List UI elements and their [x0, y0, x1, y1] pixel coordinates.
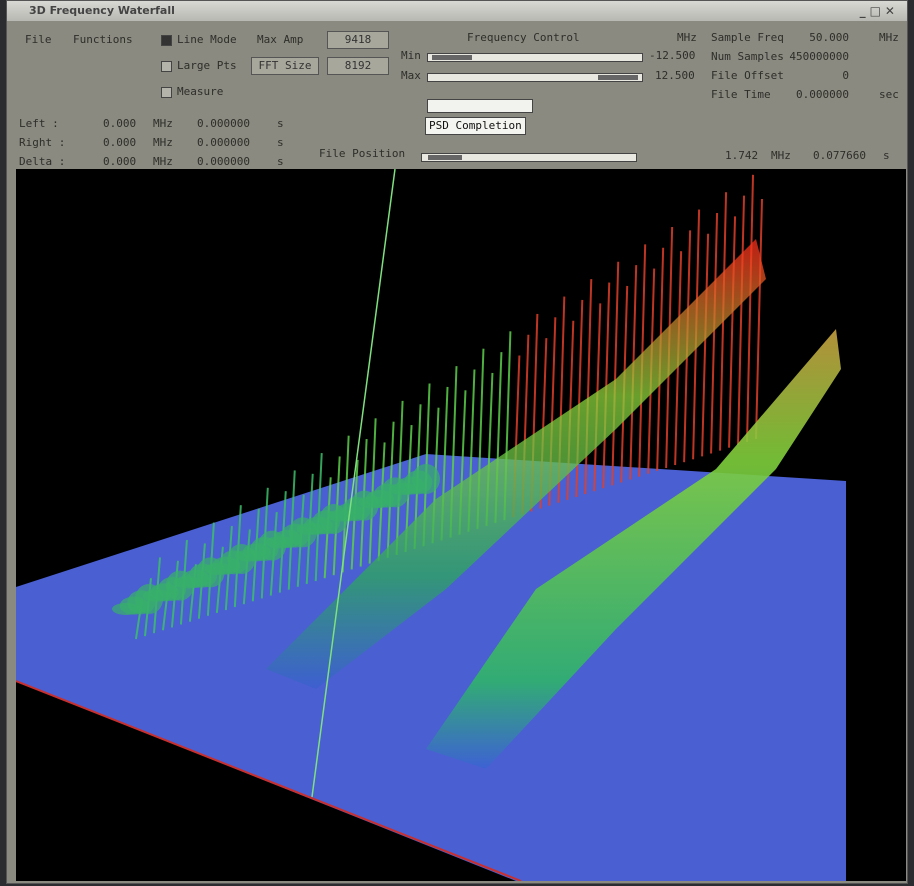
marker-time-unit: s	[277, 117, 284, 131]
waterfall-view[interactable]	[16, 169, 906, 881]
window-buttons[interactable]: _□✕	[860, 1, 899, 21]
info-value: 0.000000	[779, 88, 849, 102]
fft-size-field[interactable]: 8192	[327, 57, 389, 75]
min-slider[interactable]	[427, 53, 643, 62]
max-value: 12.500	[655, 69, 695, 83]
title-bar: 3D Frequency Waterfall _□✕	[7, 1, 907, 21]
marker-time: 0.000000	[197, 155, 250, 169]
info-label: File Offset	[711, 69, 784, 83]
unit-label: MHz	[677, 31, 697, 45]
window: 3D Frequency Waterfall _□✕ File Function…	[6, 0, 908, 884]
checkbox[interactable]	[161, 87, 172, 98]
min-value: -12.500	[649, 49, 695, 63]
page: 3D Frequency Waterfall _□✕ File Function…	[0, 0, 914, 886]
max-slider[interactable]	[427, 73, 643, 82]
marker-label: Delta :	[19, 155, 65, 169]
spike	[702, 234, 708, 457]
marker-label: Left :	[19, 117, 59, 131]
spike	[729, 216, 735, 447]
file-position-slider[interactable]	[421, 153, 637, 162]
checkbox-label[interactable]: Large Pts	[177, 59, 237, 73]
info-value: 50.000	[779, 31, 849, 45]
spike	[612, 262, 618, 486]
marker-freq: 0.000	[103, 155, 136, 169]
marker-freq-unit: MHz	[153, 136, 173, 150]
position-time: 0.077660	[813, 149, 866, 163]
spike	[711, 213, 717, 454]
marker-freq: 0.000	[103, 136, 136, 150]
spike	[756, 199, 762, 439]
info-value: 450000000	[779, 50, 849, 64]
spike	[585, 279, 591, 494]
psd-progress	[427, 99, 533, 113]
info-label: Sample Freq	[711, 31, 784, 45]
marker-freq-unit: MHz	[153, 117, 173, 131]
marker-time-unit: s	[277, 136, 284, 150]
marker-freq: 0.000	[103, 117, 136, 131]
info-label: File Time	[711, 88, 771, 102]
ridge-blob	[412, 464, 440, 494]
marker-time: 0.000000	[197, 117, 250, 131]
max-label: Max	[401, 69, 421, 83]
checkbox-label[interactable]: Measure	[177, 85, 223, 99]
info-label: Num Samples	[711, 50, 784, 64]
max-amp-label: Max Amp	[257, 33, 303, 47]
spike	[747, 175, 753, 442]
window-title: 3D Frequency Waterfall	[29, 1, 175, 21]
checkbox-label[interactable]: Line Mode	[177, 33, 237, 47]
marker-time-unit: s	[277, 155, 284, 169]
file-position-label: File Position	[319, 147, 405, 161]
max-amp-field[interactable]: 9418	[327, 31, 389, 49]
menu-item[interactable]: Functions	[73, 33, 133, 47]
marker-label: Right :	[19, 136, 65, 150]
info-unit: sec	[879, 88, 899, 102]
info-unit: MHz	[879, 31, 899, 45]
info-value: 0	[779, 69, 849, 83]
position-time-unit: s	[883, 149, 890, 163]
spike	[738, 196, 744, 445]
marker-freq-unit: MHz	[153, 155, 173, 169]
min-label: Min	[401, 49, 421, 63]
position-freq-unit: MHz	[771, 149, 791, 163]
frequency-control-title: Frequency Control	[467, 31, 580, 45]
marker-time: 0.000000	[197, 136, 250, 150]
psd-completion: PSD Completion	[425, 117, 526, 135]
fft-size-label[interactable]: FFT Size	[251, 57, 319, 75]
checkbox[interactable]	[161, 35, 172, 46]
position-freq: 1.742	[725, 149, 758, 163]
checkbox[interactable]	[161, 61, 172, 72]
menu-item[interactable]: File	[25, 33, 52, 47]
waterfall-plot	[16, 169, 906, 881]
